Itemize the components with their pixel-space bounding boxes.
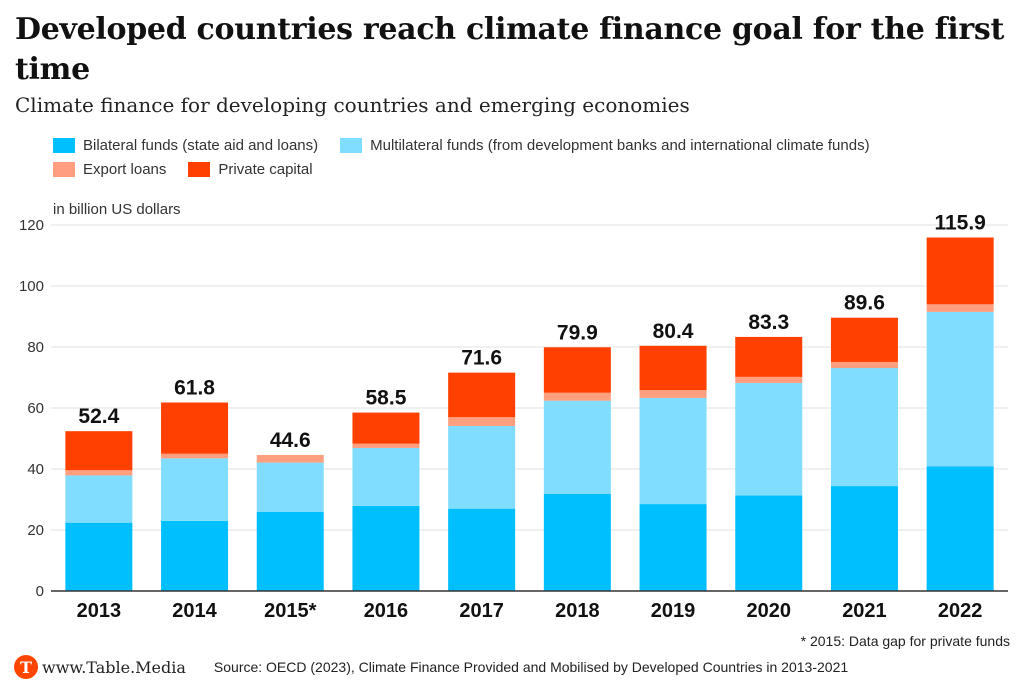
legend-label: Export loans	[83, 160, 167, 178]
legend-item-multilateral: Multilateral funds (from development ban…	[340, 136, 870, 154]
x-tick-label: 2015*	[264, 600, 316, 622]
bar-segment-private	[735, 336, 803, 377]
bar-segment-export	[639, 390, 707, 398]
bar-segment-private	[352, 412, 420, 444]
chart-subtitle: Climate finance for developing countries…	[15, 93, 690, 117]
bar-segment-bilateral	[65, 522, 133, 591]
total-data-label: 80.4	[653, 320, 694, 343]
bar-segment-multilateral	[639, 397, 707, 505]
legend-swatch	[53, 161, 75, 177]
bar-segment-private	[639, 345, 707, 391]
bar-segment-export	[161, 453, 229, 459]
x-tick-label: 2016	[364, 600, 409, 622]
bar-segment-export	[256, 454, 324, 463]
x-tick-label: 2021	[842, 600, 887, 622]
bar-segment-export	[735, 376, 803, 383]
bar-segment-bilateral	[830, 486, 898, 591]
x-tick-label: 2018	[555, 600, 600, 622]
legend: Bilateral funds (state aid and loans) Mu…	[53, 133, 1013, 181]
bar-segment-bilateral	[639, 504, 707, 591]
y-axis-label: in billion US dollars	[53, 201, 181, 218]
bar-segment-private	[830, 317, 898, 362]
bar-segment-bilateral	[256, 512, 324, 591]
bar-segment-bilateral	[543, 493, 611, 591]
bar-segment-export	[543, 392, 611, 401]
legend-label: Bilateral funds (state aid and loans)	[83, 136, 319, 154]
site-link[interactable]: www.Table.Media	[42, 657, 186, 677]
y-tick-label: 40	[27, 461, 44, 478]
bar-segment-private	[926, 237, 994, 305]
bar-segment-multilateral	[65, 475, 133, 523]
bar-segment-export	[65, 470, 133, 476]
source-text: Source: OECD (2023), Climate Finance Pro…	[213, 659, 849, 675]
y-tick-label: 120	[19, 217, 44, 234]
y-tick-label: 100	[19, 278, 44, 295]
y-tick-label: 20	[27, 522, 44, 539]
legend-swatch	[53, 137, 75, 153]
bar-segment-private	[65, 431, 133, 471]
total-data-label: 52.4	[78, 405, 119, 428]
x-tick-label: 2019	[651, 600, 696, 622]
x-tick-label: 2020	[747, 600, 792, 622]
footnote: * 2015: Data gap for private funds	[800, 633, 1010, 649]
y-tick-label: 60	[27, 400, 44, 417]
bar-segment-bilateral	[735, 495, 803, 591]
bar-segment-private	[448, 372, 516, 418]
bar-segment-bilateral	[926, 466, 994, 591]
bar-segment-multilateral	[830, 368, 898, 487]
total-data-label: 79.9	[557, 321, 598, 344]
total-data-label: 71.6	[461, 347, 502, 370]
total-data-label: 61.8	[174, 377, 215, 400]
legend-item-private: Private capital	[188, 160, 313, 178]
total-data-label: 58.5	[366, 387, 407, 410]
total-data-label: 89.6	[844, 292, 885, 315]
legend-label: Private capital	[218, 160, 313, 178]
bar-segment-bilateral	[352, 505, 420, 591]
legend-item-bilateral: Bilateral funds (state aid and loans)	[53, 137, 318, 154]
bar-segment-multilateral	[161, 458, 229, 521]
bar-segment-multilateral	[352, 447, 420, 506]
x-tick-label: 2014	[172, 600, 217, 622]
legend-item-export: Export loans	[53, 161, 166, 178]
bar-segment-bilateral	[448, 508, 516, 591]
bar-segment-bilateral	[161, 520, 229, 591]
bar-segment-private	[543, 347, 611, 393]
y-tick-label: 0	[36, 583, 44, 600]
bar-segment-export	[448, 417, 516, 426]
bar-segment-multilateral	[735, 382, 803, 496]
total-data-label: 44.6	[270, 429, 311, 452]
footer: T www.Table.Media Source: OECD (2023), C…	[14, 655, 848, 679]
legend-label: Multilateral funds (from development ban…	[370, 136, 870, 154]
bar-segment-export	[830, 361, 898, 369]
x-tick-label: 2022	[938, 600, 983, 622]
x-tick-label: 2017	[459, 600, 504, 622]
bar-segment-multilateral	[543, 400, 611, 494]
y-tick-label: 80	[27, 339, 44, 356]
legend-swatch	[188, 161, 211, 177]
total-data-label: 83.3	[748, 311, 789, 334]
legend-swatch	[340, 137, 363, 153]
bar-segment-multilateral	[926, 311, 994, 467]
bar-segment-multilateral	[448, 425, 516, 509]
table-media-logo: T	[14, 655, 38, 679]
bar-segment-private	[161, 402, 229, 454]
x-tick-label: 2013	[77, 600, 122, 622]
total-data-label: 115.9	[934, 212, 985, 235]
bar-segment-export	[926, 304, 994, 312]
chart-title: Developed countries reach climate financ…	[15, 12, 1005, 87]
bar-segment-multilateral	[256, 462, 324, 513]
bar-segment-export	[352, 443, 420, 448]
